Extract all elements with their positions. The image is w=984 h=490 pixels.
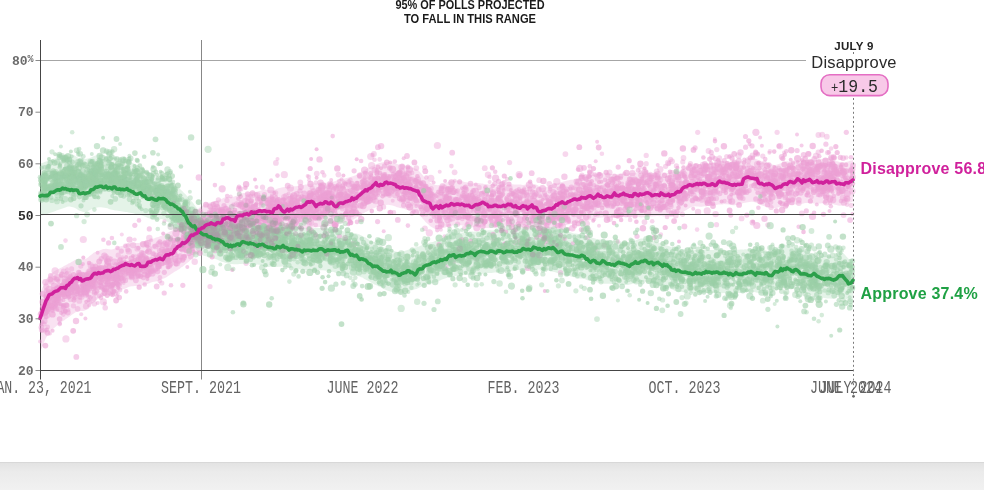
svg-text:JUNE 2022: JUNE 2022 bbox=[327, 378, 399, 398]
svg-text:60: 60 bbox=[18, 157, 34, 172]
svg-text:OCT. 2023: OCT. 2023 bbox=[649, 378, 721, 398]
svg-text:Disapprove: Disapprove bbox=[811, 53, 896, 71]
svg-text:40: 40 bbox=[18, 260, 34, 275]
svg-text:Disapprove 56.8%: Disapprove 56.8% bbox=[861, 160, 984, 177]
svg-text:30: 30 bbox=[18, 312, 34, 327]
svg-text:50: 50 bbox=[18, 209, 34, 224]
svg-text:JAN. 23, 2021: JAN. 23, 2021 bbox=[0, 378, 92, 398]
svg-text:95% OF POLLS PROJECTED: 95% OF POLLS PROJECTED bbox=[396, 0, 545, 12]
svg-text:JULY 9: JULY 9 bbox=[834, 40, 874, 52]
svg-text:70: 70 bbox=[18, 105, 34, 120]
svg-text:FEB. 2023: FEB. 2023 bbox=[488, 378, 560, 398]
svg-text:SEPT. 2021: SEPT. 2021 bbox=[161, 378, 241, 398]
svg-text:JULY 2024: JULY 2024 bbox=[820, 378, 892, 398]
svg-text:Approve 37.4%: Approve 37.4% bbox=[861, 285, 978, 302]
svg-text:TO FALL IN THIS RANGE: TO FALL IN THIS RANGE bbox=[404, 11, 536, 26]
svg-text:+19.5: +19.5 bbox=[831, 76, 878, 98]
svg-text:20: 20 bbox=[18, 364, 34, 379]
